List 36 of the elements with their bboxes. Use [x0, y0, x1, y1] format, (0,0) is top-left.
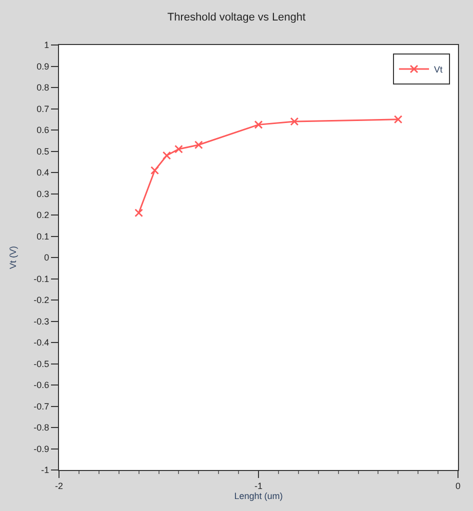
y-tick-label: -0.1	[34, 274, 50, 284]
y-tick-label: 0.4	[36, 168, 50, 178]
y-tick-label: 0.8	[36, 82, 50, 93]
x-tick-label: -1	[254, 480, 263, 491]
y-tick-label: 0	[44, 252, 50, 263]
y-tick-label: -0.8	[34, 422, 50, 433]
y-tick-label: -1	[41, 465, 50, 476]
legend-label: Vt	[434, 64, 444, 75]
y-tick-label: -0.4	[34, 338, 50, 348]
y-tick-label: -0.6	[34, 380, 50, 390]
point	[290, 117, 299, 126]
y-tick-label: 0.1	[36, 231, 50, 242]
point	[162, 151, 171, 160]
y-tick-label: -0.3	[34, 316, 50, 326]
point	[134, 208, 144, 218]
y-tick-label: -0.7	[34, 401, 50, 412]
y-axis-title: Vt (V)	[8, 246, 18, 270]
y-tick-label: -0.9	[34, 444, 50, 454]
y-tick-label: 0.9	[36, 61, 50, 72]
point	[174, 144, 183, 154]
point	[150, 166, 160, 175]
y-tick-label: 0.5	[36, 146, 50, 156]
x-tick-label: 0	[455, 480, 461, 491]
y-tick-label: 0.6	[36, 125, 50, 136]
point	[254, 120, 263, 129]
point	[394, 115, 402, 124]
y-tick-label: 0.2	[36, 210, 50, 220]
y-tick-label: 1	[44, 40, 50, 50]
x-axis-title: Lenght (um)	[234, 490, 283, 501]
y-tick-label: 0.3	[36, 188, 50, 199]
x-tick-label: -2	[54, 480, 64, 491]
point	[194, 140, 203, 150]
y-tick-label: -0.2	[34, 295, 50, 306]
chart-title: Threshold voltage vs Lenght	[167, 11, 306, 24]
y-tick-label: 0.7	[36, 104, 50, 114]
y-tick-label: -0.5	[34, 358, 50, 369]
